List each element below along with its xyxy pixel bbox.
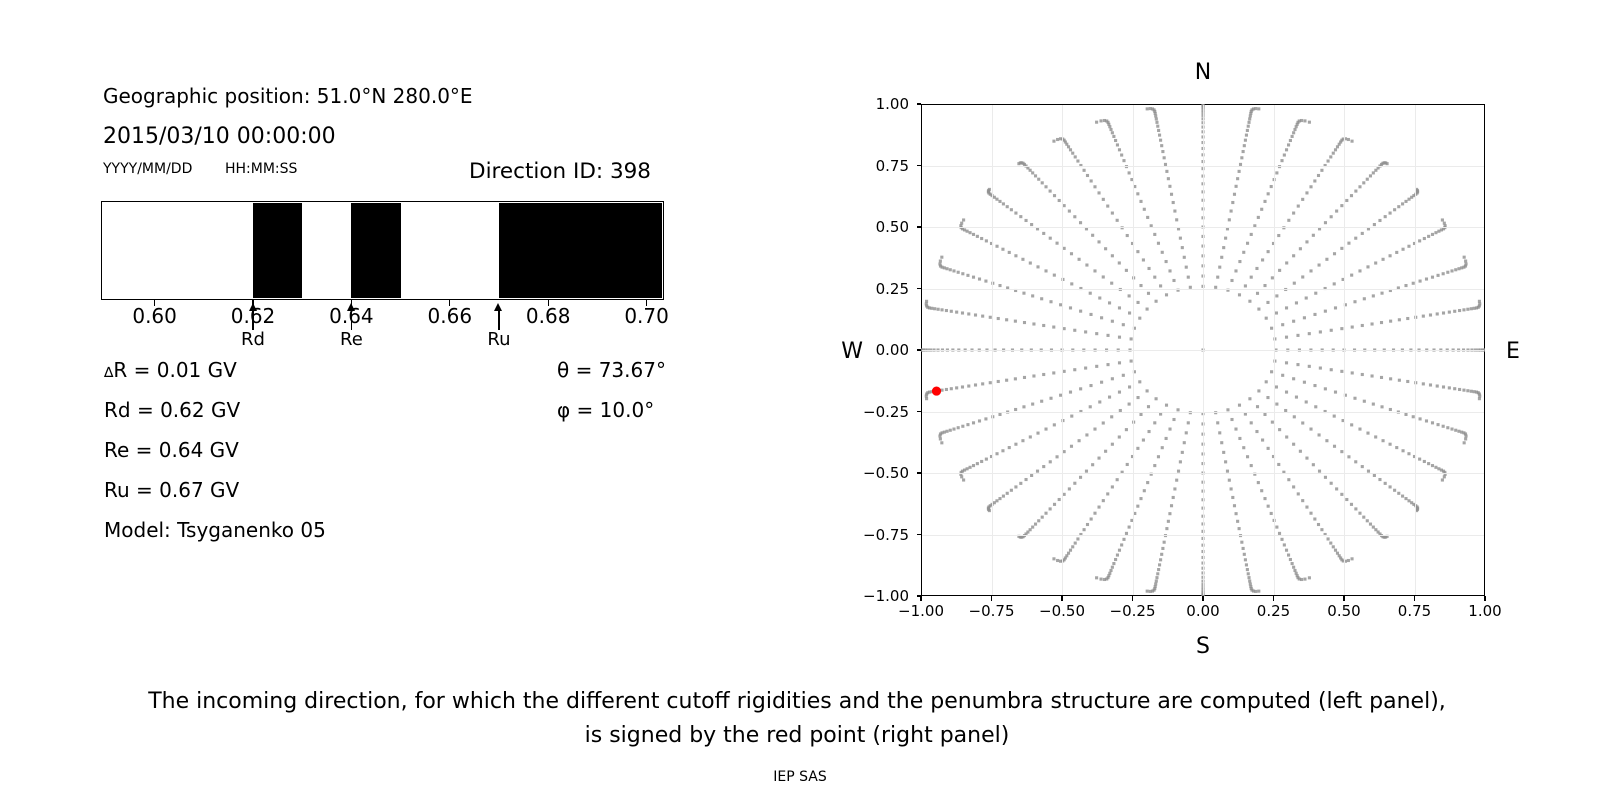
x-axis-tick	[547, 300, 549, 306]
cutoff-arrow-label: Rd	[241, 329, 265, 350]
gridline-vertical	[991, 105, 993, 595]
cutoff-arrow-label: Ru	[487, 329, 511, 350]
cutoff-info-line: Rd = 0.62 GV	[104, 398, 241, 422]
geographic-position-label: Geographic position: 51.0°N 280.0°E	[103, 84, 473, 108]
gridline-vertical	[1344, 105, 1345, 595]
x-axis-tick	[1413, 596, 1416, 601]
cutoff-info-line: ∆R = 0.01 GV	[104, 358, 237, 382]
y-axis-tick	[916, 103, 921, 105]
cutoff-arrow-head	[346, 303, 355, 311]
gridline-vertical	[1062, 105, 1063, 595]
x-axis-tick	[1061, 596, 1063, 601]
time-format-label: HH:MM:SS	[225, 161, 298, 177]
direction-id-label: Direction ID: 398	[469, 159, 651, 184]
gridline-horizontal	[922, 165, 1484, 167]
penumbra-band	[498, 202, 663, 299]
y-axis-tick-label: −0.25	[863, 402, 909, 421]
y-axis-tick-label: −0.50	[863, 464, 909, 482]
x-axis-tick-label: 0.50	[1327, 602, 1361, 620]
x-axis-tick-label: 0.60	[132, 304, 177, 328]
cutoff-arrow-shaft	[252, 310, 254, 330]
x-axis-tick	[990, 596, 993, 601]
y-axis-tick-label: −1.00	[863, 587, 909, 605]
y-axis-tick	[916, 226, 921, 228]
y-axis-tick	[916, 349, 921, 351]
cutoff-info-line: Re = 0.64 GV	[104, 438, 239, 462]
cutoff-arrow-shaft	[350, 310, 353, 330]
x-axis-tick-label: 0.70	[624, 304, 669, 328]
caption-line-1: The incoming direction, for which the di…	[148, 689, 1446, 714]
x-axis-tick	[920, 596, 922, 601]
x-axis-tick	[1272, 596, 1275, 601]
y-axis-tick	[916, 533, 921, 536]
cutoff-arrow-label: Re	[340, 329, 363, 350]
y-axis-tick	[916, 164, 921, 167]
x-axis-tick-label: −0.25	[1109, 602, 1156, 620]
cutoff-arrow-shaft	[498, 310, 500, 330]
direction-angle-line: θ = 73.67°	[557, 358, 666, 382]
y-axis-tick-label: 0.00	[875, 341, 909, 359]
x-axis-tick-label: 0.68	[525, 304, 571, 328]
gridline-horizontal	[922, 411, 1484, 413]
gridline-horizontal	[922, 534, 1484, 536]
cutoff-info-line: Ru = 0.67 GV	[104, 478, 240, 502]
red-incoming-direction-point	[931, 386, 942, 396]
y-axis-tick	[916, 410, 921, 413]
x-axis-tick	[1343, 596, 1345, 601]
delta-symbol: ∆	[104, 365, 114, 381]
gridline-horizontal	[922, 288, 1484, 290]
penumbra-band	[253, 202, 303, 299]
compass-east-label: E	[1506, 339, 1520, 364]
x-axis-tick	[350, 300, 353, 306]
cutoff-arrow-head	[494, 303, 503, 311]
gridline-horizontal	[922, 350, 1484, 351]
datetime-label: 2015/03/10 00:00:00	[103, 124, 336, 149]
y-axis-tick-label: 1.00	[875, 95, 909, 113]
direction-angle-line: φ = 10.0°	[557, 398, 655, 422]
credit-label: IEP SAS	[773, 769, 827, 785]
gridline-vertical	[1132, 105, 1134, 595]
compass-south-label: S	[1196, 634, 1210, 659]
x-axis-tick	[1131, 596, 1134, 601]
x-axis-tick-label: −1.00	[898, 602, 944, 620]
caption-line-2: is signed by the red point (right panel)	[584, 723, 1010, 748]
y-axis-tick	[916, 472, 921, 474]
y-axis-tick	[916, 287, 921, 290]
x-axis-tick	[449, 300, 451, 306]
x-axis-tick	[1202, 596, 1204, 601]
y-axis-tick-label: 0.25	[875, 279, 909, 298]
compass-west-label: W	[841, 339, 863, 364]
penumbra-band	[351, 202, 401, 299]
gridline-horizontal	[922, 227, 1484, 228]
y-axis-tick-label: 0.75	[875, 156, 909, 175]
x-axis-tick-label: 0.00	[1186, 602, 1220, 620]
gridline-vertical	[1273, 105, 1275, 595]
gridline-vertical	[1414, 105, 1416, 595]
x-axis-tick	[252, 300, 254, 306]
gridline-horizontal	[922, 473, 1484, 474]
x-axis-tick-label: −0.50	[1039, 602, 1085, 620]
x-axis-tick	[1484, 596, 1486, 601]
y-axis-tick-label: 0.50	[875, 218, 909, 236]
x-axis-tick	[645, 300, 648, 306]
y-axis-tick	[916, 595, 921, 597]
y-axis-tick-label: −0.75	[863, 525, 909, 544]
direction-grid-scatter	[921, 104, 1485, 596]
x-axis-tick-label: 0.25	[1256, 602, 1291, 620]
compass-north-label: N	[1194, 60, 1212, 85]
x-axis-tick	[153, 300, 156, 306]
date-format-label: YYYY/MM/DD	[103, 161, 193, 177]
x-axis-tick-label: 0.66	[427, 304, 473, 328]
cutoff-arrow-head	[248, 303, 257, 311]
x-axis-tick-label: −0.75	[968, 602, 1015, 620]
cutoff-info-line: Model: Tsyganenko 05	[104, 518, 326, 542]
x-axis-tick-label: 1.00	[1468, 602, 1502, 620]
gridline-vertical	[1203, 105, 1204, 595]
x-axis-tick-label: 0.75	[1397, 602, 1432, 620]
